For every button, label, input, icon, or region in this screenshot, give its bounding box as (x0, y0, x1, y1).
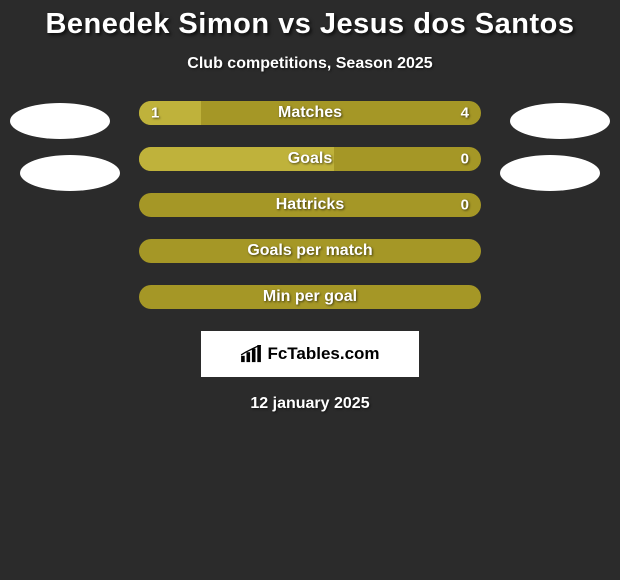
brand-box[interactable]: FcTables.com (201, 331, 419, 377)
stat-bar-hattricks: Hattricks 0 (139, 193, 481, 217)
stat-label: Matches (139, 104, 481, 122)
stat-value-right: 0 (461, 197, 469, 214)
page-subtitle: Club competitions, Season 2025 (0, 55, 620, 73)
stat-bar-matches: 1 Matches 4 (139, 101, 481, 125)
bars-container: 1 Matches 4 Goals 0 Hattricks 0 Goals pe… (139, 101, 481, 309)
stat-value-right: 0 (461, 151, 469, 168)
comparison-card: Benedek Simon vs Jesus dos Santos Club c… (0, 0, 620, 413)
stats-area: 1 Matches 4 Goals 0 Hattricks 0 Goals pe… (0, 101, 620, 413)
stat-label: Goals per match (139, 242, 481, 260)
player-avatar (10, 103, 110, 139)
stat-value-right: 4 (461, 105, 469, 122)
stat-bar-min-per-goal: Min per goal (139, 285, 481, 309)
stat-bar-goals-per-match: Goals per match (139, 239, 481, 263)
stat-bar-goals: Goals 0 (139, 147, 481, 171)
brand-inner: FcTables.com (240, 344, 379, 364)
page-title: Benedek Simon vs Jesus dos Santos (0, 8, 620, 41)
bar-chart-icon (240, 345, 262, 363)
stat-label: Goals (139, 150, 481, 168)
stat-label: Hattricks (139, 196, 481, 214)
club-avatar (20, 155, 120, 191)
footer-date: 12 january 2025 (0, 395, 620, 413)
player-avatar (510, 103, 610, 139)
stat-label: Min per goal (139, 288, 481, 306)
brand-text: FcTables.com (267, 344, 379, 364)
club-avatar (500, 155, 600, 191)
